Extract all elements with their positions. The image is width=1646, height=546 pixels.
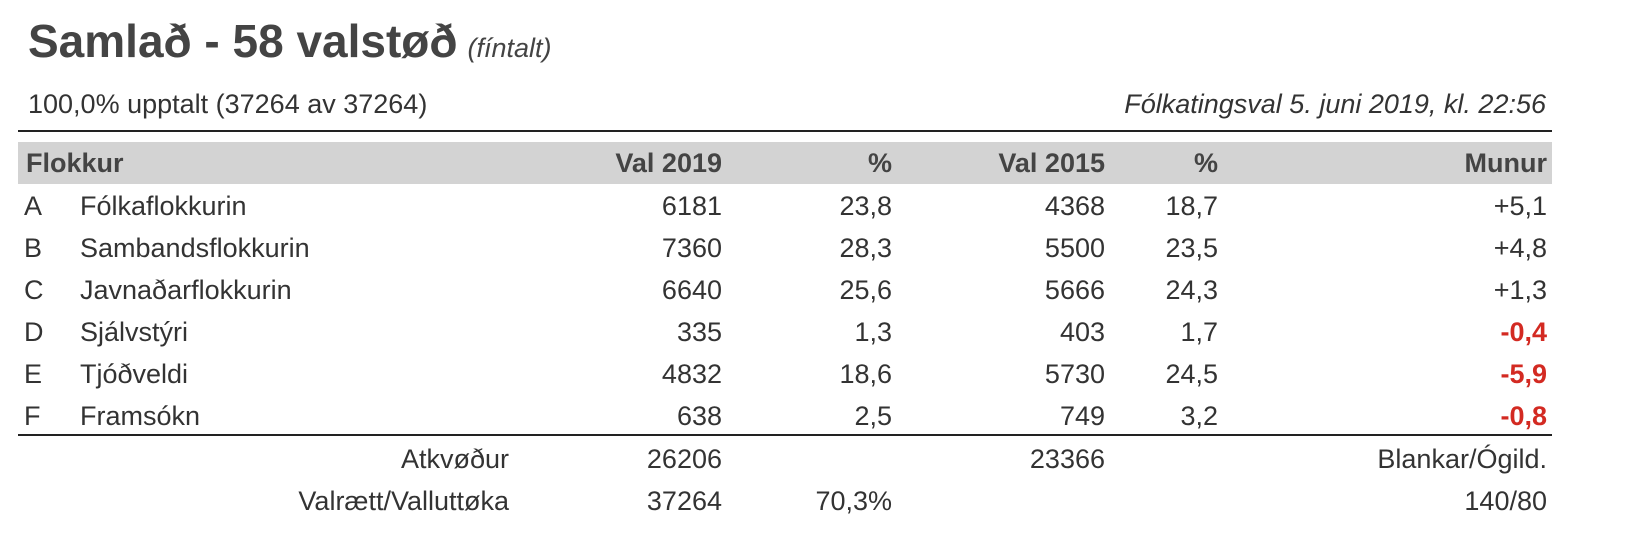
table-row: E Tjóðveldi 4832 18,6 5730 24,5 -5,9 <box>18 353 1552 395</box>
diff: +5,1 <box>1493 191 1547 221</box>
eligible-label: Valrætt/Valluttøka <box>298 486 509 516</box>
eligible-count: 37264 <box>646 486 722 516</box>
votes-2015: 5666 <box>1044 275 1105 305</box>
party-letter: D <box>24 317 44 347</box>
count-progress: 100,0% upptalt (37264 av 37264) <box>28 89 428 119</box>
header-val2015: Val 2015 <box>998 148 1105 178</box>
table-row: B Sambandsflokkurin 7360 28,3 5500 23,5 +4,8 <box>18 227 1552 269</box>
election-info: Fólkatingsval 5. juni 2019, kl. 22:56 <box>1124 89 1546 119</box>
totals-row-eligible: Valrætt/Valluttøka 37264 70,3% 140/80 <box>18 480 1552 522</box>
party-letter: F <box>24 401 41 431</box>
votes-label: Atkvøður <box>400 444 509 474</box>
votes-2015: 403 <box>1059 317 1105 347</box>
top-divider <box>18 130 1552 132</box>
header-party: Flokkur <box>26 148 124 178</box>
party-name: Tjóðveldi <box>80 359 189 389</box>
diff: -0,4 <box>1500 317 1547 347</box>
table-row: D Sjálvstýri 335 1,3 403 1,7 -0,4 <box>18 311 1552 353</box>
totals-divider <box>18 434 1552 436</box>
diff: +4,8 <box>1493 233 1547 263</box>
votes-2015: 23366 <box>1029 444 1105 474</box>
blank-label: Blankar/Ógild. <box>1377 444 1547 474</box>
pct-2019: 2,5 <box>854 401 892 431</box>
party-name: Framsókn <box>80 401 201 431</box>
pct-2019: 1,3 <box>854 317 892 347</box>
pct-2019: 25,6 <box>839 275 892 305</box>
votes-2019: 335 <box>676 317 722 347</box>
party-letter: E <box>24 359 43 389</box>
diff: +1,3 <box>1493 275 1547 305</box>
party-name: Fólkaflokkurin <box>80 191 247 221</box>
turnout: 70,3% <box>815 486 892 516</box>
title-subtitle: (fíntalt) <box>467 33 552 63</box>
pct-2015: 18,7 <box>1165 191 1218 221</box>
pct-2015: 23,5 <box>1165 233 1218 263</box>
votes-2015: 5730 <box>1044 359 1105 389</box>
diff: -5,9 <box>1500 359 1547 389</box>
pct-2015: 24,3 <box>1165 275 1218 305</box>
table-row: C Javnaðarflokkurin 6640 25,6 5666 24,3 +1,3 <box>18 269 1552 311</box>
blank-value: 140/80 <box>1464 486 1547 516</box>
party-name: Javnaðarflokkurin <box>80 275 292 305</box>
pct-2015: 24,5 <box>1165 359 1218 389</box>
votes-2015: 4368 <box>1044 191 1105 221</box>
pct-2015: 1,7 <box>1180 317 1218 347</box>
votes-2015: 749 <box>1059 401 1105 431</box>
party-letter: B <box>24 233 43 263</box>
votes-2019: 4832 <box>661 359 722 389</box>
diff: -0,8 <box>1500 401 1547 431</box>
totals-row-votes: Atkvøður 26206 23366 Blankar/Ógild. <box>18 438 1552 480</box>
votes-2019: 26206 <box>646 444 722 474</box>
party-name: Sambandsflokkurin <box>80 233 310 263</box>
party-letter: C <box>24 275 44 305</box>
table-header: Flokkur Val 2019 % Val 2015 % Munur <box>18 142 1552 184</box>
votes-2019: 6181 <box>661 191 722 221</box>
votes-2015: 5500 <box>1044 233 1105 263</box>
table-row: A Fólkaflokkurin 6181 23,8 4368 18,7 +5,1 <box>18 185 1552 227</box>
header-diff: Munur <box>1464 148 1547 178</box>
header-val2019: Val 2019 <box>615 148 722 178</box>
table-row: F Framsókn 638 2,5 749 3,2 -0,8 <box>18 395 1552 437</box>
pct-2019: 18,6 <box>839 359 892 389</box>
header-pct2015: % <box>1193 148 1218 178</box>
header-pct2019: % <box>867 148 892 178</box>
pct-2019: 23,8 <box>839 191 892 221</box>
party-letter: A <box>24 191 43 221</box>
pct-2015: 3,2 <box>1180 401 1218 431</box>
votes-2019: 7360 <box>661 233 722 263</box>
pct-2019: 28,3 <box>839 233 892 263</box>
votes-2019: 6640 <box>661 275 722 305</box>
party-name: Sjálvstýri <box>80 317 189 347</box>
votes-2019: 638 <box>676 401 722 431</box>
title-text: Samlað - 58 valstøð <box>28 15 458 67</box>
page-title: Samlað - 58 valstøð (fíntalt) <box>28 14 552 68</box>
